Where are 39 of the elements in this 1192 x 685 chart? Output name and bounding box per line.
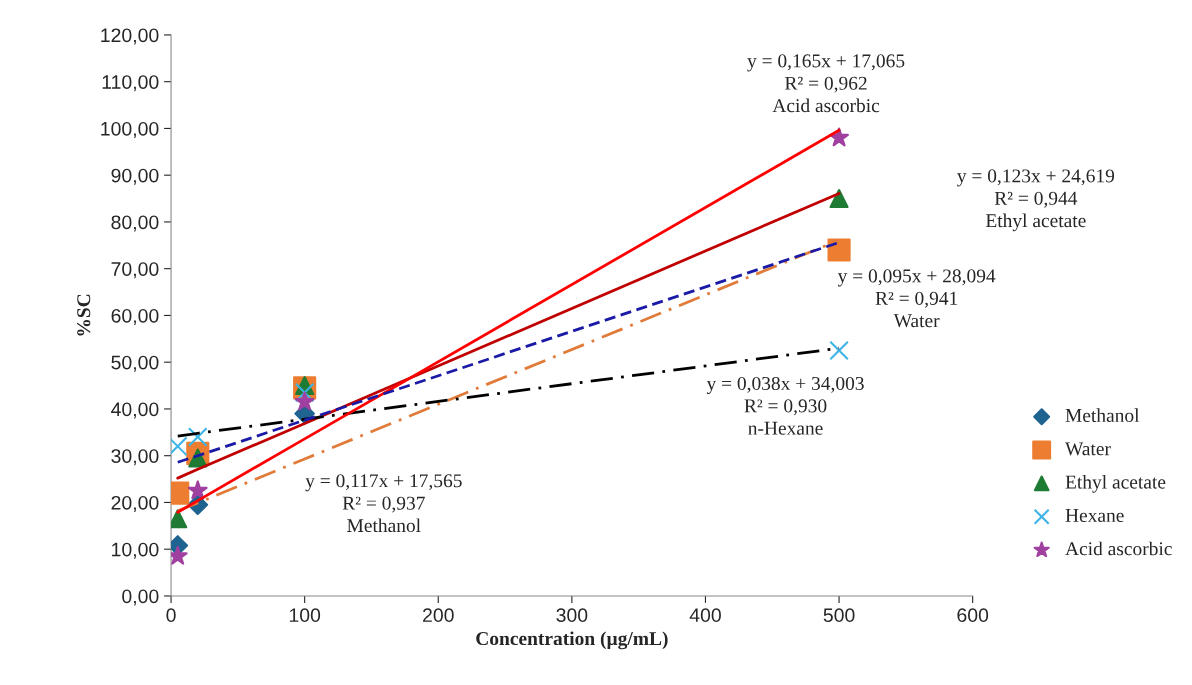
y-tick-label: 100,00 — [101, 121, 159, 138]
x-tick-label: 200 — [423, 608, 454, 623]
x-tick-label: 100 — [289, 608, 321, 623]
y-tick-label: 0,00 — [122, 589, 159, 606]
y-tick-label: 110,00 — [102, 75, 159, 92]
legend-label: Acid ascorbic — [1065, 541, 1172, 556]
y-tick-label: 10,00 — [112, 542, 159, 559]
annotation: y = 0,117x + 17,565 R² = 0,937 Methanol — [305, 474, 462, 533]
legend-label: Methanol — [1065, 408, 1140, 423]
point — [294, 391, 315, 411]
x-tick-label: 600 — [957, 608, 989, 623]
legend-label: Ethyl acetate — [1065, 474, 1166, 493]
point — [829, 340, 849, 361]
y-tick-label: 40,00 — [111, 402, 159, 419]
legend-label: Hexane — [1065, 509, 1124, 523]
point — [827, 238, 851, 262]
annotation: y = 0,038x + 34,003 R² = 0,930 n-Hexane — [706, 376, 864, 435]
y-tick-label: 120,00 — [101, 28, 159, 45]
x-tick-label: 400 — [689, 608, 721, 623]
x-tick-label: 0 — [166, 608, 176, 623]
point — [187, 427, 208, 447]
y-tick-label: 30,00 — [111, 449, 159, 466]
annotation: y = 0,095x + 28,094 R² = 0,941 Water — [837, 269, 996, 328]
x-axis-title: Concentration (µg/mL) — [476, 631, 668, 650]
x-tick-label: 500 — [823, 608, 855, 623]
y-tick-label: 70,00 — [111, 262, 159, 279]
point — [187, 480, 208, 500]
y-tick-label: 50,00 — [111, 355, 159, 372]
y-tick-label: 60,00 — [111, 308, 159, 325]
y-tick-label: 20,00 — [111, 495, 159, 512]
point — [294, 382, 315, 403]
annotation: y = 0,165x + 17,065 R² = 0,962 Acid ascorbic — [747, 54, 905, 113]
y-axis-title: %SC — [77, 294, 91, 336]
y-tick-label: 80,00 — [111, 215, 159, 232]
point — [829, 189, 849, 209]
x-tick-label: 300 — [556, 608, 588, 623]
annotation: y = 0,123x + 24,619 R² = 0,944 Ethyl acetate — [957, 169, 1115, 232]
y-tick-label: 90,00 — [111, 168, 159, 185]
legend-label: Water — [1065, 442, 1111, 456]
